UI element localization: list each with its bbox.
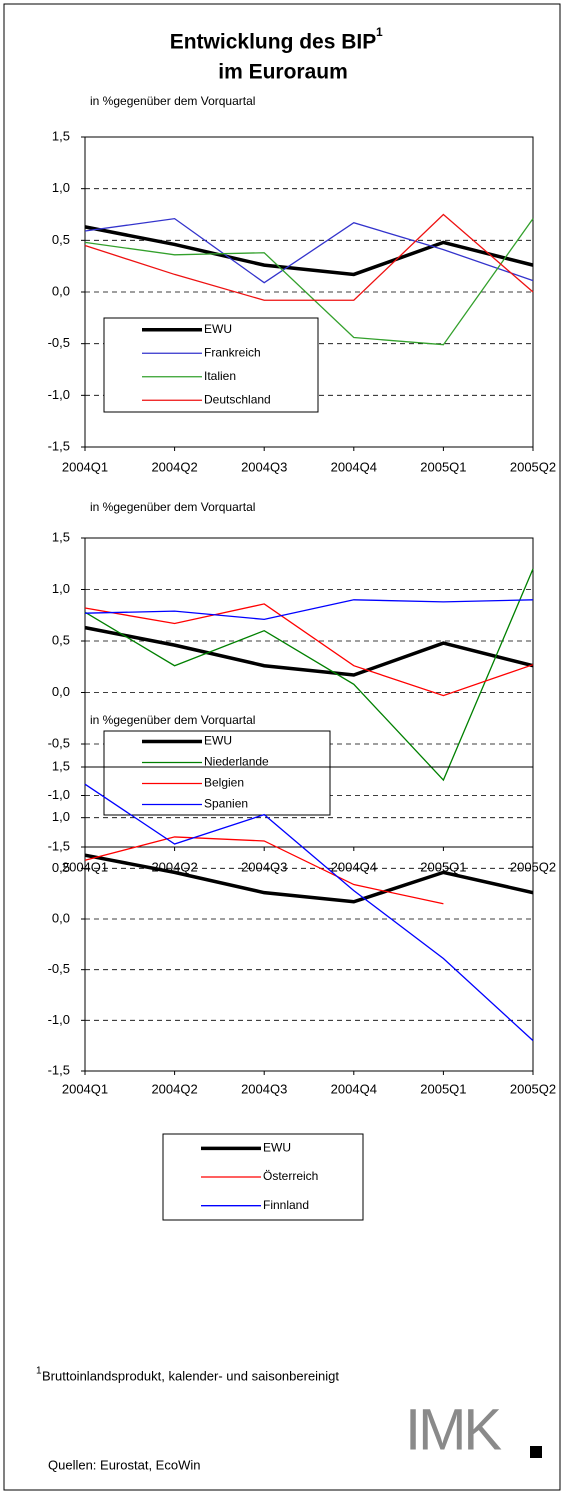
y-tick-label: 1,0 — [52, 809, 70, 824]
x-tick-label: 2004Q1 — [62, 1081, 108, 1096]
y-tick-label: 0,0 — [52, 283, 70, 298]
legend-label: Finnland — [263, 1198, 309, 1212]
series-line — [84, 213, 534, 301]
x-tick-label: 2004Q3 — [241, 859, 287, 874]
legend-label: Deutschland — [204, 392, 271, 406]
x-tick-label: 2004Q4 — [331, 859, 377, 874]
x-tick-label: 2005Q1 — [420, 1081, 466, 1096]
subtitle: im Euroraum — [218, 61, 348, 84]
legend-label: Niederlande — [204, 755, 269, 769]
title-note: 1 — [376, 25, 383, 39]
series-line — [84, 625, 534, 677]
series-line — [84, 603, 534, 697]
series-line — [84, 568, 534, 782]
legend-box — [162, 1133, 364, 1221]
footnote: Bruttoinlandsprodukt, kalender- und sais… — [42, 1368, 339, 1383]
chart-subtitle: in %gegenüber dem Vorquartal — [90, 94, 255, 108]
logo-square — [530, 1446, 542, 1458]
y-tick-label: -1,0 — [48, 387, 70, 402]
x-tick-label: 2004Q2 — [151, 1081, 197, 1096]
y-tick-label: -1,0 — [48, 1012, 70, 1027]
x-tick-label: 2004Q2 — [151, 459, 197, 474]
x-tick-label: 2005Q1 — [420, 459, 466, 474]
y-tick-label: 0,0 — [52, 684, 70, 699]
legend-label: Spanien — [204, 797, 248, 811]
plot-frame — [84, 537, 534, 848]
legend-label: Italien — [204, 369, 236, 383]
x-tick-label: 2005Q2 — [510, 1081, 556, 1096]
y-tick-label: -1,5 — [48, 1062, 70, 1077]
y-tick-label: 0,5 — [52, 632, 70, 647]
series-line — [84, 599, 534, 621]
x-tick-label: 2004Q3 — [241, 1081, 287, 1096]
x-tick-label: 2005Q2 — [510, 459, 556, 474]
y-tick-label: -1,5 — [48, 838, 70, 853]
y-tick-label: 0,0 — [52, 910, 70, 925]
y-tick-label: 1,5 — [52, 529, 70, 544]
x-tick-label: 2004Q3 — [241, 459, 287, 474]
figure-border — [3, 3, 561, 1491]
legend-label: EWU — [263, 1141, 291, 1155]
series-line — [84, 217, 534, 284]
y-tick-label: 1,5 — [52, 128, 70, 143]
y-tick-label: 1,0 — [52, 581, 70, 596]
footnote-marker: 1 — [36, 1366, 42, 1377]
source: Quellen: Eurostat, EcoWin — [48, 1457, 200, 1472]
legend-label: Frankreich — [204, 345, 261, 359]
legend-label: Österreich — [263, 1169, 318, 1183]
x-tick-label: 2004Q1 — [62, 459, 108, 474]
legend-box — [103, 317, 319, 413]
x-tick-label: 2005Q1 — [420, 859, 466, 874]
title: Entwicklung des BIP — [170, 31, 377, 54]
series-line — [84, 218, 534, 346]
legend-label: Belgien — [204, 776, 244, 790]
y-tick-label: -0,5 — [48, 961, 70, 976]
chart-subtitle: in %gegenüber dem Vorquartal — [90, 500, 255, 514]
series-line — [84, 783, 534, 1042]
series-line — [84, 853, 534, 904]
y-tick-label: -0,5 — [48, 735, 70, 750]
chart-subtitle: in %gegenüber dem Vorquartal — [90, 713, 255, 727]
x-tick-label: 2004Q4 — [331, 459, 377, 474]
legend-box — [103, 730, 331, 816]
y-tick-label: 1,5 — [52, 758, 70, 773]
y-tick-label: 1,0 — [52, 180, 70, 195]
legend-label: EWU — [204, 322, 232, 336]
series-line — [84, 225, 534, 277]
y-tick-label: 0,5 — [52, 232, 70, 247]
y-tick-label: -1,5 — [48, 438, 70, 453]
plot-frame — [84, 766, 534, 1072]
y-tick-label: -1,0 — [48, 787, 70, 802]
x-tick-label: 2004Q4 — [331, 1081, 377, 1096]
logo: IMK — [405, 1397, 502, 1462]
y-tick-label: -0,5 — [48, 335, 70, 350]
series-line — [84, 836, 444, 905]
legend-label: EWU — [204, 734, 232, 748]
y-tick-label: 0,5 — [52, 860, 70, 875]
